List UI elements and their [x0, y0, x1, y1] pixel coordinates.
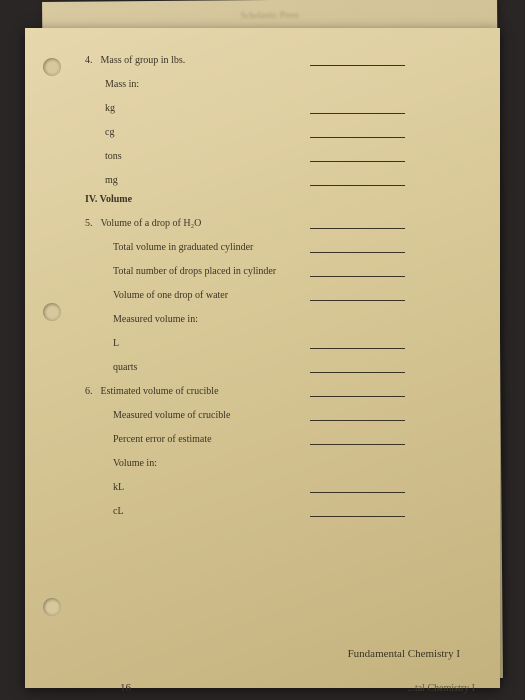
item-6: 6. Estimated volume of crucible — [85, 379, 465, 397]
item-title: Volume of a drop of H₂O — [101, 218, 210, 229]
unit-row: quarts — [85, 355, 465, 373]
measured-in-label: Measured volume in: — [85, 307, 465, 325]
answer-blank — [310, 396, 405, 397]
answer-blank — [310, 516, 405, 517]
mass-in-label: Mass in: — [85, 72, 465, 90]
sub-item: Volume of one drop of water — [85, 283, 465, 301]
answer-blank — [310, 137, 405, 138]
unit-row: mg — [85, 168, 465, 186]
punch-hole — [43, 303, 61, 321]
answer-blank — [310, 372, 405, 373]
footer-text: Fundamental Chemistry I — [348, 648, 460, 660]
unit-row: L — [85, 331, 465, 349]
unit-row: kg — [85, 96, 465, 114]
answer-blank — [310, 228, 405, 229]
unit-row: cg — [85, 120, 465, 138]
punch-hole — [43, 598, 61, 616]
item-4: 4. Mass of group in lbs. — [85, 48, 465, 66]
sub-item: Total volume in graduated cylinder — [85, 235, 465, 253]
unit-row: kL — [85, 475, 465, 493]
answer-blank — [310, 276, 405, 277]
answer-blank — [310, 444, 405, 445]
answer-blank — [310, 113, 405, 114]
item-number: 4. — [85, 55, 101, 66]
answer-blank — [310, 300, 405, 301]
item-number: 6. — [85, 386, 101, 397]
unit-row: tons — [85, 144, 465, 162]
answer-blank — [310, 65, 405, 66]
item-title: Estimated volume of crucible — [101, 386, 227, 397]
header-blur-text: Scholastic Press — [240, 10, 298, 21]
punch-hole — [43, 58, 61, 76]
volume-in-label: Volume in: — [85, 451, 465, 469]
unit-row: cL — [85, 499, 465, 517]
section-heading: IV. Volume — [85, 194, 465, 205]
answer-blank — [310, 185, 405, 186]
item-5: 5. Volume of a drop of H₂O — [85, 211, 465, 229]
sub-item: Measured volume of crucible — [85, 403, 465, 421]
answer-blank — [310, 161, 405, 162]
page-number: 16 — [120, 682, 131, 694]
sub-item: Total number of drops placed in cylinder — [85, 259, 465, 277]
answer-blank — [310, 492, 405, 493]
item-title: Mass of group in lbs. — [101, 55, 194, 66]
footer-behind-text: ...tal Chemistry I — [408, 683, 476, 694]
answer-blank — [310, 348, 405, 349]
worksheet-page: 4. Mass of group in lbs. Mass in: kg cg … — [25, 28, 500, 688]
answer-blank — [310, 420, 405, 421]
answer-blank — [310, 252, 405, 253]
item-number: 5. — [85, 218, 101, 229]
sub-item: Percent error of estimate — [85, 427, 465, 445]
